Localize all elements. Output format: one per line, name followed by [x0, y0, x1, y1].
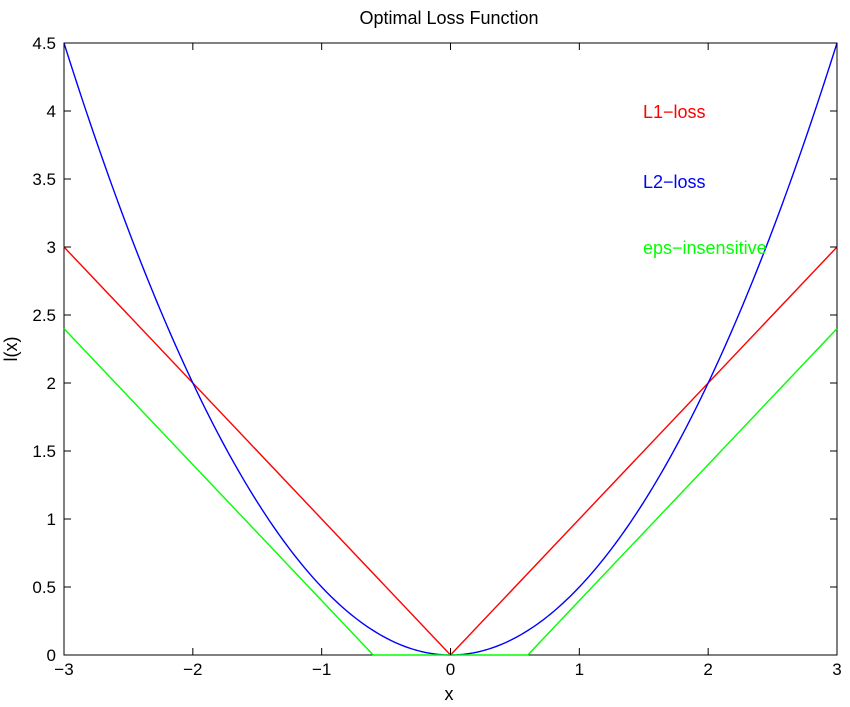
x-tick-label: 2 [703, 660, 712, 679]
legend-label-3: eps−insensitive [643, 238, 767, 258]
y-tick-label: 1 [47, 510, 56, 529]
series-line-2 [63, 42, 838, 656]
y-tick-label: 4 [47, 102, 56, 121]
y-axis-label: l(x) [1, 337, 21, 362]
y-tick-label: 3 [47, 238, 56, 257]
y-tick-label: 0 [47, 646, 56, 665]
series-layer [63, 42, 838, 656]
x-axis-label: x [445, 684, 454, 704]
plot-frame [63, 42, 838, 656]
x-tick-label: 3 [832, 660, 841, 679]
y-tick-label: 0.5 [32, 578, 56, 597]
y-tick-label: 2.5 [32, 306, 56, 325]
plot-area-frame [63, 42, 838, 656]
y-tick-label: 1.5 [32, 442, 56, 461]
legend: L1−loss L2−loss eps−insensitive [643, 102, 767, 258]
chart-title: Optimal Loss Function [359, 8, 538, 28]
legend-label-1: L1−loss [643, 102, 706, 122]
x-tick-label: −3 [54, 660, 73, 679]
x-tick-label: 1 [575, 660, 584, 679]
x-tick-label: −1 [312, 660, 331, 679]
tick-layer: −3 −2 −1 0 1 2 3 0 0.5 1 1.5 2 2.5 3 3.5 4 4.5 [32, 34, 841, 679]
series-line-3 [63, 328, 838, 656]
x-tick-label: −2 [183, 660, 202, 679]
x-tick-label: 0 [446, 660, 455, 679]
legend-label-2: L2−loss [643, 172, 706, 192]
y-tick-label: 3.5 [32, 170, 56, 189]
y-tick-label: 2 [47, 374, 56, 393]
y-tick-label: 4.5 [32, 34, 56, 53]
